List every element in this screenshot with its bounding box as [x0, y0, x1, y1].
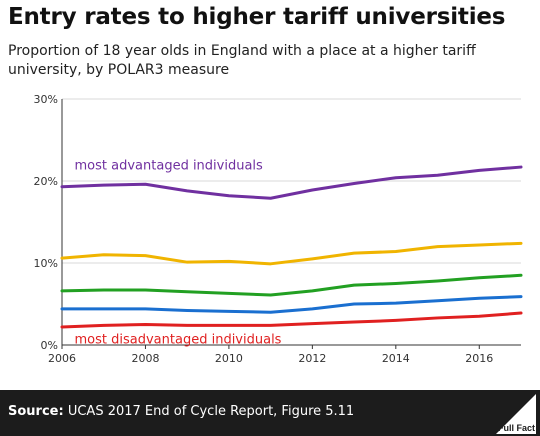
series-annotation: most advantaged individuals [75, 159, 264, 174]
series-line-3 [60, 295, 523, 314]
source-text: UCAS 2017 End of Cycle Report, Figure 5.… [67, 404, 355, 419]
y-tick-label: 20% [34, 175, 58, 188]
full-fact-logo: Full Fact [496, 394, 536, 434]
x-tick-label: 2010 [215, 352, 243, 365]
chart-title: Entry rates to higher tariff universitie… [8, 4, 506, 30]
series-line-4 [60, 311, 523, 329]
series-annotation: most disadvantaged individuals [75, 332, 282, 347]
series-line-2 [60, 273, 523, 297]
logo-text: Full Fact [498, 423, 535, 433]
source-note: Source: UCAS 2017 End of Cycle Report, F… [8, 404, 354, 419]
x-tick-label: 2016 [465, 352, 493, 365]
x-tick-label: 2012 [298, 352, 326, 365]
y-tick-label: 10% [34, 257, 58, 270]
x-tick-label: 2008 [131, 352, 159, 365]
line-chart: 0% 10% 20% 30% 2006 2008 2010 2012 2014 2016 most … [34, 93, 523, 365]
y-tick-label: 0% [41, 339, 58, 352]
chart-subtitle: Proportion of 18 year olds in England wi… [8, 43, 476, 78]
y-tick-label: 30% [34, 93, 58, 106]
x-tick-label: 2014 [382, 352, 410, 365]
source-label: Source: [8, 404, 64, 419]
series-line-1 [60, 241, 523, 266]
series-line-0 [60, 165, 523, 200]
footer: Source: UCAS 2017 End of Cycle Report, F… [0, 390, 540, 436]
x-tick-label: 2006 [48, 352, 76, 365]
